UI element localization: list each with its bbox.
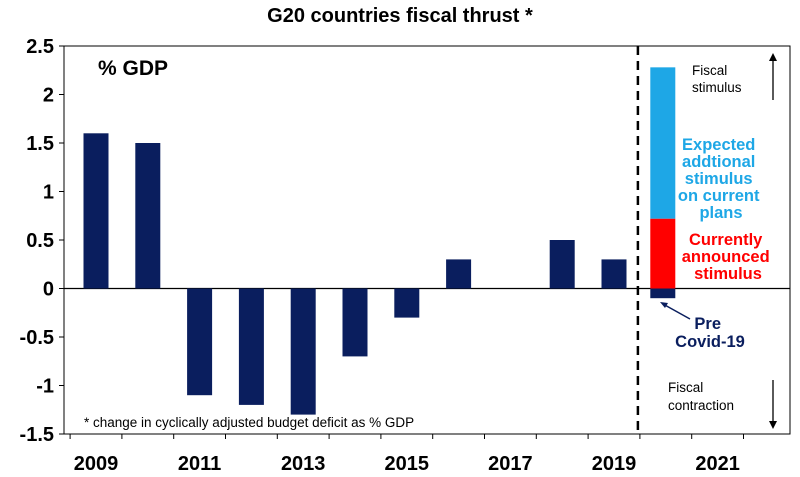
bar-2018 [549,240,575,289]
footnote: * change in cyclically adjusted budget d… [84,415,414,430]
pre-covid-pointer-head [660,302,668,308]
y-tick-label: 0.5 [26,230,54,252]
up-arrow-icon-head [769,53,777,61]
bar-2011 [187,288,213,396]
y-tick-label: -1 [36,376,54,398]
bar-2019 [601,259,627,289]
bar-2013 [290,288,316,415]
bars [83,67,676,415]
x-tick-label: 2019 [592,453,637,475]
down-arrow-icon-head [769,421,777,429]
bar-2016 [446,259,472,289]
chart-title: G20 countries fiscal thrust * [267,5,533,27]
bar-2020-announced-stimulus [650,218,676,289]
y-tick-label: 2 [43,85,54,107]
x-tick-label: 2015 [385,453,430,475]
y-tick-label: 1 [43,182,54,204]
bar-2010 [135,143,161,289]
plot-frame [63,45,791,435]
x-tick-label: 2011 [178,453,221,475]
fiscal-stimulus-label: Fiscal stimulus [692,63,742,95]
x-tick-label: 2017 [488,453,533,475]
bar-2014 [342,288,368,357]
y-tick-label: -1.5 [20,424,54,446]
announced-stimulus-label: Currently announced stimulus [682,231,775,283]
bar-2020-pre-covid [650,288,676,299]
y-tick-label: 1.5 [26,133,54,155]
axes: 2.5 2 1.5 1 0.5 0 -0.5 -1 -1.5 2009 2011 2013 2015 20… [20,36,791,475]
fiscal-contraction-label: Fiscal contraction [668,380,734,413]
unit-label: % GDP [98,57,168,80]
bar-2009 [83,133,109,289]
bar-2012 [238,288,264,405]
x-tick-label: 2013 [281,453,326,475]
x-tick-label: 2021 [695,453,740,475]
x-tick-label: 2009 [74,453,119,475]
y-tick-label: -0.5 [20,327,54,349]
annotations: Expected addtional stimulus on current p… [660,53,777,429]
pre-covid-label: Pre Covid-19 [675,315,745,351]
expected-stimulus-label: Expected addtional stimulus on current p… [678,136,764,222]
y-tick-label: 2.5 [26,36,54,58]
pre-covid-pointer [662,303,691,320]
y-tick-label: 0 [43,279,54,301]
bar-2020-expected-stimulus [650,67,676,219]
bar-2015 [394,288,420,318]
